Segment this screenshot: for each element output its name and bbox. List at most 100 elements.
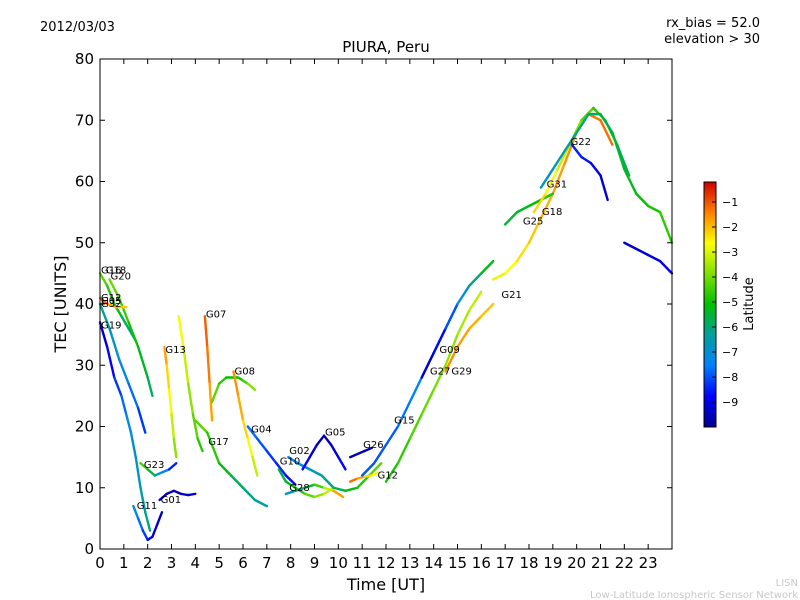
satellite-label: G18 xyxy=(106,265,126,276)
x-tick-label: 18 xyxy=(519,554,538,572)
series-g26b xyxy=(349,446,373,459)
series-segment xyxy=(308,468,323,477)
x-tick-label: 16 xyxy=(472,554,491,572)
x-tick-label: 11 xyxy=(353,554,372,572)
series-segment xyxy=(163,345,168,367)
series-segment xyxy=(551,149,566,171)
x-tick-label: 0 xyxy=(95,554,105,572)
series-segment xyxy=(117,357,130,385)
series-segment xyxy=(217,462,233,477)
series-segment xyxy=(186,382,195,416)
x-tick-label: 17 xyxy=(496,554,515,572)
series-segment xyxy=(105,284,116,306)
series-segment xyxy=(356,475,366,480)
series-g07 xyxy=(203,315,214,422)
series-segment xyxy=(134,455,142,489)
series-segment xyxy=(98,321,109,349)
series-g31 xyxy=(539,112,674,244)
series-g22b xyxy=(623,241,674,275)
series-g22 xyxy=(570,143,609,202)
series-segment xyxy=(384,425,400,447)
colorbar-tick-label: −1 xyxy=(722,196,738,209)
series-segment xyxy=(444,345,459,373)
series-segment xyxy=(229,474,245,489)
series-segment xyxy=(332,489,345,499)
series-segment xyxy=(337,455,347,471)
series-g05 xyxy=(301,434,347,471)
y-tick-label: 20 xyxy=(75,418,94,436)
series-segment xyxy=(344,486,359,493)
series-g20 xyxy=(108,278,154,398)
series-segment xyxy=(611,131,626,171)
y-tick-label: 30 xyxy=(75,356,94,374)
series-segment xyxy=(170,413,176,440)
colorbar-tick-label: −4 xyxy=(722,271,738,284)
series-segment xyxy=(432,364,447,391)
series-segment xyxy=(165,489,176,496)
series-segment xyxy=(384,462,400,483)
satellite-label: G23 xyxy=(144,460,164,471)
series-segment xyxy=(167,388,173,416)
y-tick-label: 50 xyxy=(75,234,94,252)
series-segment xyxy=(563,131,578,153)
series-segment xyxy=(363,446,373,453)
series-segment xyxy=(313,483,326,489)
series-segment xyxy=(322,486,335,493)
satellite-label: G26 xyxy=(363,440,383,451)
series-segment xyxy=(141,529,149,542)
series-segment xyxy=(315,434,326,447)
satellite-label: G04 xyxy=(251,425,271,436)
series-segment xyxy=(275,462,288,477)
colorbar-ticks: −1 −2 −3 −4 −5 −6 −7 −8 −9 xyxy=(712,196,738,409)
series-segment xyxy=(539,192,555,220)
series-segment xyxy=(303,492,316,499)
series-segment xyxy=(256,437,269,453)
series-segment xyxy=(284,474,297,486)
x-tick-label: 2 xyxy=(143,554,153,572)
y-tick-label: 10 xyxy=(75,479,94,497)
x-tick-label: 22 xyxy=(615,554,634,572)
series-g08 xyxy=(210,376,257,404)
x-tick-label: 20 xyxy=(567,554,586,572)
series-g12b xyxy=(349,471,381,483)
series-segment xyxy=(177,315,185,349)
date-label: 2012/03/03 xyxy=(40,20,115,35)
colorbar-tick-label: −9 xyxy=(722,396,738,409)
series-g01 xyxy=(158,489,197,502)
series-segment xyxy=(160,468,171,474)
series-segment xyxy=(179,492,190,497)
y-tick-label: 60 xyxy=(75,173,94,191)
series-segment xyxy=(139,462,149,471)
series-segment xyxy=(532,192,547,214)
series-segment xyxy=(232,370,240,398)
satellite-label: G31 xyxy=(547,180,567,191)
series-segment xyxy=(349,452,359,459)
x-tick-label: 5 xyxy=(214,554,224,572)
series-segment xyxy=(658,210,674,244)
series-segment xyxy=(155,511,164,526)
satellite-label: G16 xyxy=(101,265,121,276)
colorbar-tick-label: −5 xyxy=(722,296,738,309)
x-tick-label: 8 xyxy=(286,554,296,572)
satellite-label: G13 xyxy=(165,345,185,356)
series-segment xyxy=(191,413,199,440)
series-segment xyxy=(129,431,137,459)
x-tick-label: 10 xyxy=(329,554,348,572)
series-segment xyxy=(136,345,149,379)
series-segment xyxy=(167,462,178,471)
x-tick-label: 9 xyxy=(310,554,320,572)
satellite-label: G05 xyxy=(325,428,345,439)
series-g11 xyxy=(132,504,164,542)
y-tick-label: 0 xyxy=(84,540,94,558)
satellite-label: G11 xyxy=(137,501,157,512)
satellite-label: G28 xyxy=(289,483,309,494)
series-segment xyxy=(322,434,333,447)
satellite-label: G18 xyxy=(542,207,562,218)
series-segment xyxy=(468,272,483,287)
series-segment xyxy=(456,327,471,349)
series-segment xyxy=(527,198,543,208)
series-segment xyxy=(551,161,566,195)
series-g23 xyxy=(139,462,178,477)
series-segment xyxy=(356,474,371,489)
series-segment xyxy=(265,449,278,465)
